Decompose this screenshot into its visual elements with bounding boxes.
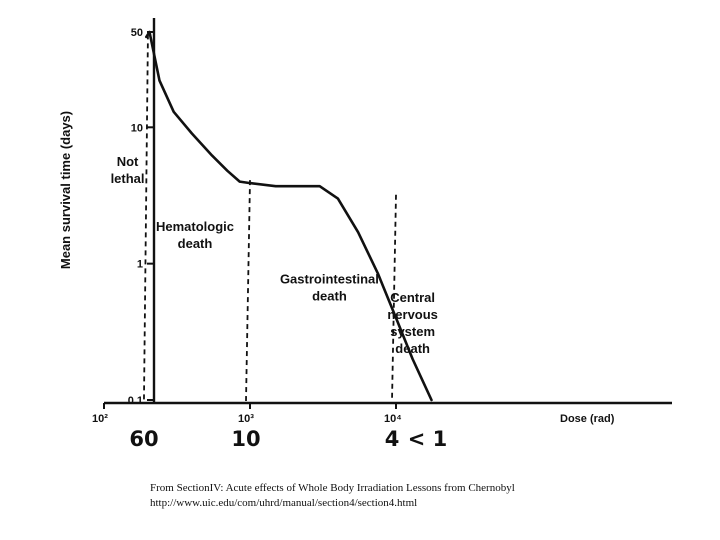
caption-url: http://www.uic.edu/com/uhrd/manual/secti…: [150, 497, 418, 509]
x-tick-label: 10²: [92, 413, 108, 425]
region-label: death: [178, 236, 213, 251]
region-label: Central: [390, 290, 435, 305]
survival-curve: [145, 30, 433, 402]
handwritten-note: 60: [129, 427, 158, 451]
handwritten-note: 4: [385, 427, 400, 451]
region-label: Gastrointestinal: [280, 271, 379, 286]
handwritten-note: 10: [231, 427, 260, 451]
region-label: system: [390, 324, 435, 339]
boundary-line: [391, 194, 397, 402]
y-tick-label: 0.1: [128, 395, 143, 407]
axes: 10² 10³ 10⁴ 0.1 1 10 50 Dose (rad) Mean survival…: [58, 18, 672, 425]
region-label: lethal: [111, 171, 145, 186]
boundary-line: [245, 180, 251, 402]
region-labels: Not lethal Hematologic death Gastrointestina…: [111, 154, 438, 356]
boundary-line: [143, 34, 149, 402]
region-label: death: [312, 288, 347, 303]
x-tick-label: 10³: [238, 413, 254, 425]
y-axis-title: Mean survival time (days): [58, 111, 73, 269]
y-tick-label: 10: [131, 122, 143, 134]
region-label: Not: [117, 154, 139, 169]
x-axis-title: Dose (rad): [560, 413, 615, 425]
data-marks: [145, 30, 433, 402]
y-tick-label: 50: [131, 27, 143, 39]
region-label: death: [395, 341, 430, 356]
y-tick-label: 1: [137, 259, 143, 271]
handwritten-note: < 1: [408, 427, 448, 451]
death-boundaries: 60 10 4 < 1: [129, 34, 447, 451]
caption-source: From SectionIV: Acute effects of Whole B…: [150, 482, 515, 494]
region-label: Hematologic: [156, 219, 234, 234]
x-tick-label: 10⁴: [384, 413, 402, 425]
survival-chart: 10² 10³ 10⁴ 0.1 1 10 50 Dose (rad) Mean survival…: [58, 18, 672, 451]
region-label: nervous: [387, 307, 438, 322]
